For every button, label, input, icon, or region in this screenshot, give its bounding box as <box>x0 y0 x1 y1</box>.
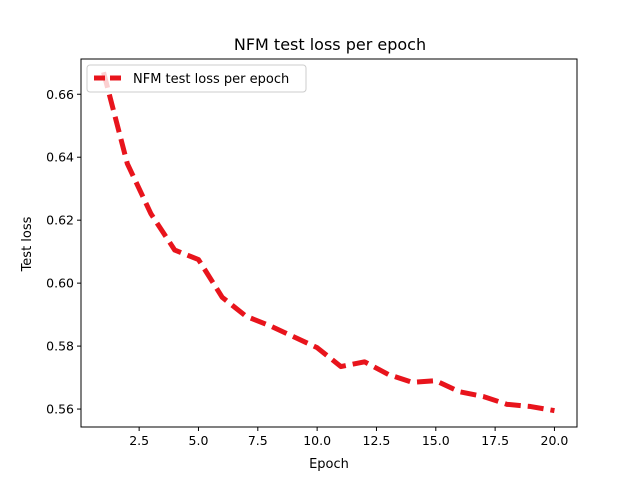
y-tick-label: 0.56 <box>46 402 74 417</box>
series-group <box>101 71 555 414</box>
x-axis-label: Epoch <box>309 457 349 472</box>
x-tick-label: 2.5 <box>129 433 149 448</box>
x-axis: 2.5 5.0 7.5 10.0 12.5 15.0 17.5 20.0 <box>129 427 568 448</box>
axes-frame <box>80 58 578 428</box>
y-tick-label: 0.66 <box>46 87 74 102</box>
y-axis-label: Test loss <box>20 216 35 272</box>
chart-title: NFM test loss per epoch <box>234 35 426 54</box>
x-tick-label: 12.5 <box>363 433 391 448</box>
x-tick-label: 20.0 <box>541 433 569 448</box>
y-tick-label: 0.62 <box>46 213 74 228</box>
y-tick-label: 0.58 <box>46 339 74 354</box>
x-tick-label: 7.5 <box>248 433 268 448</box>
x-tick-label: 17.5 <box>481 433 509 448</box>
series-line <box>101 71 555 414</box>
legend-box <box>86 64 307 93</box>
y-axis: 0.56 0.58 0.60 0.62 0.64 0.66 <box>46 87 81 417</box>
x-tick-label: 5.0 <box>189 433 209 448</box>
y-tick-label: 0.60 <box>46 276 74 291</box>
x-tick-label: 15.0 <box>422 433 450 448</box>
legend: NFM test loss per epoch <box>86 64 307 93</box>
plot-area: 2.5 5.0 7.5 10.0 12.5 15.0 17.5 20.0 0.560.580.… <box>46 58 578 448</box>
x-tick-label: 10.0 <box>303 433 331 448</box>
legend-label: NFM test loss per epoch <box>133 72 289 87</box>
y-tick-label: 0.64 <box>46 150 74 165</box>
